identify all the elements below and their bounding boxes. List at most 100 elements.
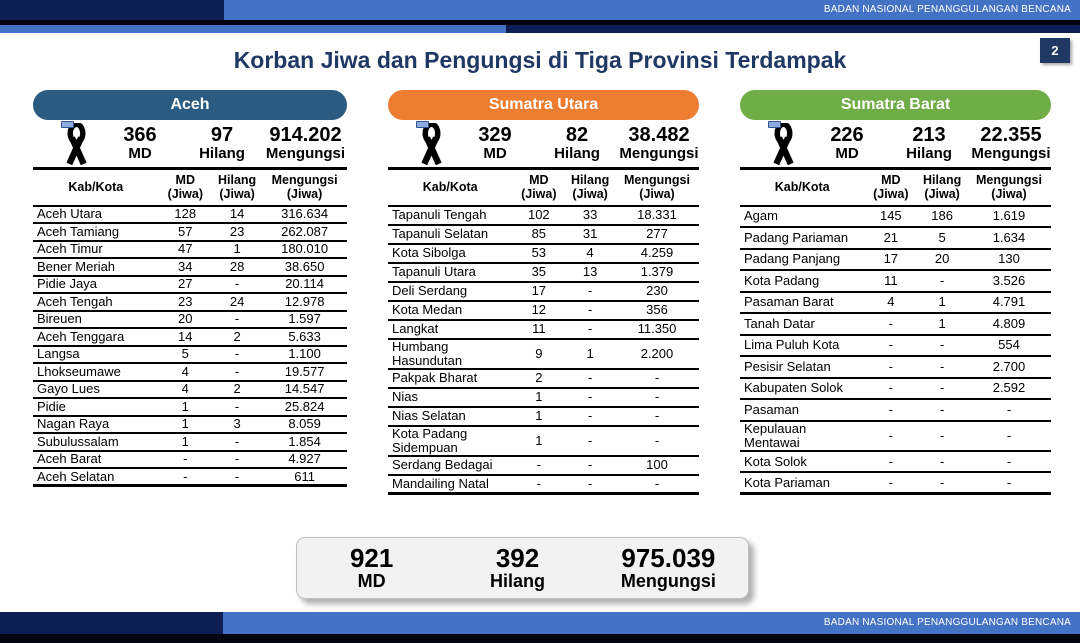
displaced-count: 22.355 [980,124,1042,147]
value-cell: - [864,450,918,474]
table-row: Tapanuli Selatan 85 31 277 [388,224,699,245]
header-md: MD (Jiwa) [158,168,212,207]
province-header-aceh: Aceh [33,90,347,120]
district-name-cell: Nagan Raya [33,415,159,435]
value-cell: - [864,377,918,401]
header-unit: (Jiwa) [521,187,557,202]
table-row: Nias Selatan 1- - [388,406,699,427]
table-row: Aceh Timur 47 1 180.010 [33,240,347,260]
value-cell: 1.379 [615,262,699,283]
district-name-cell: Kota Padang Sidempuan [388,425,513,457]
district-name-cell: Pasaman [740,399,865,422]
table-row: Bireuen 20-1.597 [33,310,347,330]
value-cell: 11.350 [615,319,699,340]
clip-art-fragment [768,121,781,128]
value-cell: 100 [615,455,699,476]
value-cell: 14 [158,328,212,347]
top-banner-accent-right [506,25,1080,33]
district-name-cell: Nias Selatan [388,406,513,427]
value-cell: 2.700 [967,356,1051,379]
table-row: Bener Meriah 34 28 38.650 [33,258,347,277]
total-missing-count: 392 [495,542,540,573]
table-row: Nias 1- - [388,387,699,408]
district-name-cell: Tapanuli Tengah [388,205,513,226]
table-row: Subulussalam 1-1.854 [33,433,347,452]
table-row: Lhokseumawe 4-19.577 [33,363,347,382]
district-name-cell: Bener Meriah [33,258,159,277]
header-kab-kota: Kab/Kota [33,168,159,207]
table-row: Padang Pariaman 21 5 1.634 [740,227,1051,250]
table-row: Kepulauan Mentawai - - - [740,420,1051,452]
district-name-cell: Padang Pariaman [740,227,865,250]
value-cell: - [615,368,699,389]
table-row: Aceh Utara 128 14 316.634 [33,205,347,225]
district-name-cell: Agam [740,205,865,229]
value-cell: 1.597 [262,310,347,330]
header-unit: (Jiwa) [991,187,1027,202]
value-cell: - [917,420,967,452]
value-cell: 85 [512,224,566,245]
value-cell: 8.059 [262,415,347,435]
value-cell: - [565,368,615,389]
value-cell: - [158,468,212,488]
header-label: Hilang [217,173,257,187]
table-row: Lima Puluh Kota - -554 [740,334,1051,358]
missing-label: Hilang [554,145,600,163]
header-label: Hilang [571,173,610,187]
value-cell: - [917,334,967,358]
value-cell: - [917,270,967,293]
district-name-cell: Kota Padang [740,270,865,293]
value-cell: - [917,399,967,422]
value-cell: 4 [158,380,212,400]
district-name-cell: Serdang Bedagai [388,455,513,476]
value-cell: 611 [262,468,347,488]
top-banner-accent-left [0,25,506,33]
district-name-cell: Tapanuli Selatan [388,224,513,245]
value-cell: 2.592 [967,377,1051,401]
value-cell: 4 [158,363,212,382]
value-cell: 1 [565,338,615,370]
value-cell: 31 [565,224,615,245]
value-cell: - [565,319,615,340]
value-cell: 3 [211,415,263,435]
province-summary-aceh: 366 MD 97 Hilang 914.202 Mengungsi [33,120,347,167]
header-mengungsi: Mengungsi (Jiwa) [615,168,699,207]
value-cell: - [512,455,566,476]
value-cell: - [864,472,918,496]
district-name-cell: Gayo Lues [33,380,159,400]
value-cell: 1 [512,387,566,408]
value-cell: 19.577 [262,363,347,382]
table-row: Kota Sibolga 53 4 4.259 [388,243,699,264]
value-cell: 1 [211,240,263,260]
value-cell: 14 [211,205,263,225]
district-name-cell: Aceh Tengah [33,293,159,312]
district-name-cell: Langkat [388,319,513,340]
value-cell: - [565,281,615,302]
displaced-label: Mengungsi [619,145,699,163]
district-name-cell: Lhokseumawe [33,363,159,382]
value-cell: 17 [512,281,566,302]
value-cell: 12.978 [262,293,347,312]
district-name-cell: Kepulauan Mentawai [740,420,865,452]
value-cell: - [565,387,615,408]
district-name-cell: Pesisir Selatan [740,356,865,379]
district-name-cell: Kota Sibolga [388,243,513,264]
value-cell: 17 [864,248,918,272]
table-row: Pakpak Bharat 2- - [388,368,699,389]
value-cell: 33 [565,205,615,226]
value-cell: 53 [512,243,566,264]
missing-count: 97 [210,124,234,147]
deaths-label: MD [128,145,152,163]
header-label: Kab/Kota [774,180,830,195]
value-cell: 12 [512,300,566,321]
district-name-cell: Aceh Tamiang [33,223,159,242]
value-cell: - [917,356,967,379]
value-cell: 5 [917,227,967,250]
table-body: Agam 145 186 1.619 Padang Pariaman 21 5 1.634 Pa… [740,205,1051,496]
deaths-count: 226 [830,124,864,147]
value-cell: - [917,450,967,474]
table-row: Humbang Hasundutan 9 1 2.200 [388,338,699,370]
value-cell: 57 [158,223,212,242]
district-name-cell: Pidie [33,398,159,417]
missing-label: Hilang [199,145,245,163]
